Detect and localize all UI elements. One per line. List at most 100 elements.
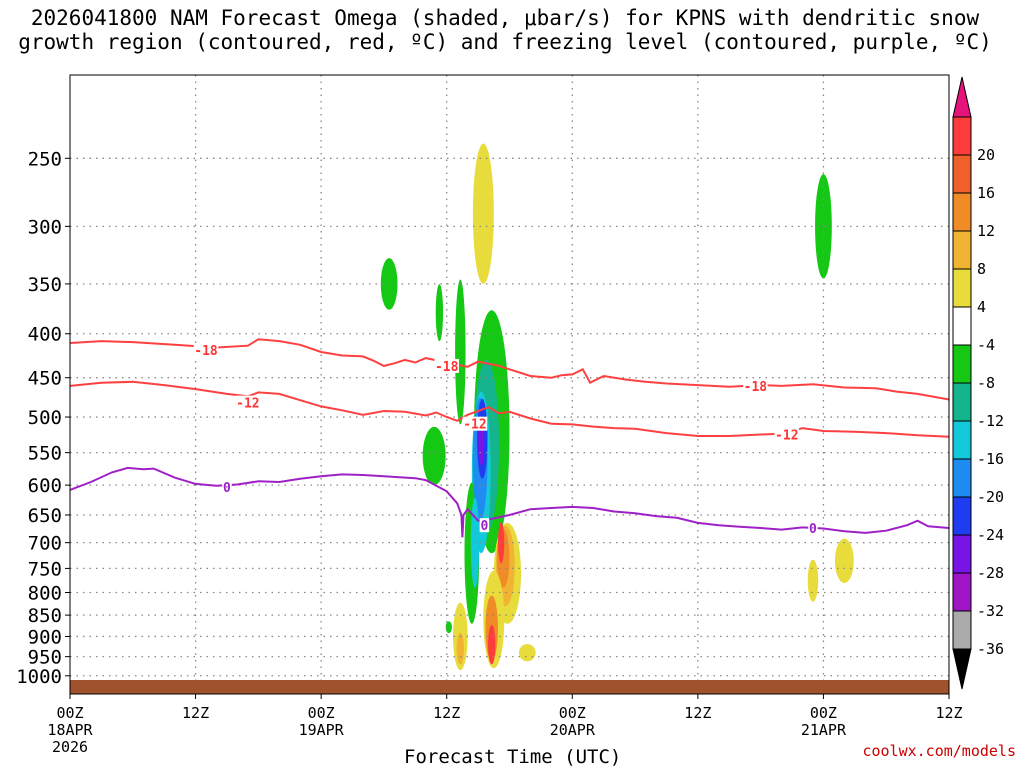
y-axis: 2503003504004505005506006507007508008509… [16, 148, 70, 688]
omega-cell-0 [472, 143, 494, 284]
x-tick-label-84-0: 12Z [935, 704, 962, 722]
contour-label-3: -12 [236, 397, 259, 412]
omega-cell-13 [470, 497, 480, 588]
colorbar-swatch-11 [952, 534, 972, 574]
x-tick-label-72-0: 00Z [810, 704, 837, 722]
colorbar-bottom-triangle [952, 648, 972, 690]
y-tick-label-500: 500 [28, 407, 62, 429]
y-tick-label-1000: 1000 [16, 666, 62, 688]
colorbar-label-7: -12 [977, 412, 1004, 430]
title-line-2: growth region (contoured, red, ºC) and f… [18, 30, 992, 54]
omega-cell-23 [456, 632, 464, 665]
omega-cell-26 [834, 538, 854, 584]
x-tick-label-0-1: 18APR [47, 721, 93, 739]
y-tick-label-450: 450 [28, 368, 62, 390]
y-tick-label-800: 800 [28, 582, 62, 604]
colorbar-label-11: -28 [977, 564, 1004, 582]
ground-strip [70, 680, 949, 694]
contour-line-2 [70, 466, 949, 538]
contour-label-bg-3 [235, 395, 261, 410]
colorbar-swatch-2 [952, 192, 972, 232]
contour-line-1 [70, 380, 949, 438]
y-tick-label-850: 850 [28, 605, 62, 627]
colorbar-label-6: -8 [977, 374, 995, 392]
omega-cell-1 [815, 174, 832, 279]
y-tick-label-900: 900 [28, 626, 62, 648]
x-axis-title: Forecast Time (UTC) [404, 746, 622, 768]
x-tick-label-48-0: 00Z [559, 704, 586, 722]
omega-cell-24 [518, 644, 536, 662]
omega-cell-4 [455, 279, 466, 425]
contour-label-bg-7 [479, 518, 490, 533]
contour-label-5: -12 [775, 429, 798, 444]
colorbar-swatch-7 [952, 382, 972, 422]
colorbar-swatch-0 [952, 116, 972, 156]
y-tick-label-250: 250 [28, 148, 62, 170]
colorbar-label-4: 4 [977, 298, 986, 316]
y-tick-label-650: 650 [28, 505, 62, 527]
contour-label-7: 0 [480, 519, 488, 534]
colorbar-label-1: 16 [977, 184, 995, 202]
colorbar-swatch-4 [952, 268, 972, 308]
colorbar-swatch-9 [952, 458, 972, 498]
omega-cell-25 [807, 559, 819, 602]
x-tick-label-48-1: 20APR [550, 721, 596, 739]
colorbar-swatch-10 [952, 496, 972, 536]
colorbar-swatch-8 [952, 420, 972, 460]
credit-link[interactable]: coolwx.com/models [862, 742, 1016, 760]
contour-label-8: 0 [809, 522, 817, 537]
x-tick-label-72-1: 21APR [801, 721, 847, 739]
contour-label-bg-2 [743, 378, 768, 393]
x-tick-label-24-1: 19APR [299, 721, 345, 739]
colorbar-label-5: -4 [977, 336, 995, 354]
title-line-1: 2026041800 NAM Forecast Omega (shaded, μ… [30, 6, 980, 30]
colorbar-label-13: -36 [977, 640, 1004, 658]
colorbar-label-10: -24 [977, 526, 1004, 544]
contour-label-4: -12 [463, 418, 486, 433]
colorbar-swatch-13 [952, 610, 972, 650]
omega-cell-21 [488, 624, 496, 665]
contour-label-1: -18 [435, 360, 459, 375]
y-tick-label-750: 750 [28, 558, 62, 580]
colorbar-swatch-12 [952, 572, 972, 612]
colorbar-swatch-1 [952, 154, 972, 194]
x-tick-label-60-0: 12Z [684, 704, 711, 722]
contour-label-bg-5 [774, 427, 800, 442]
contour-label-6: 0 [223, 481, 231, 496]
contour-label-bg-6 [222, 479, 232, 494]
omega-shading [380, 143, 854, 671]
plot-frame [69, 74, 950, 695]
y-tick-label-400: 400 [28, 324, 62, 346]
omega-cell-18 [497, 521, 505, 564]
omega-cell-5 [422, 426, 446, 486]
y-tick-label-600: 600 [28, 475, 62, 497]
contour-label-bg-4 [462, 416, 488, 431]
y-tick-label-700: 700 [28, 533, 62, 555]
colorbar-label-9: -20 [977, 488, 1004, 506]
contour-label-0: -18 [194, 344, 218, 359]
colorbar-swatch-3 [952, 230, 972, 270]
x-tick-label-0-2: 2026 [52, 738, 88, 756]
y-tick-label-350: 350 [28, 274, 62, 296]
omega-cell-3 [435, 284, 444, 342]
x-tick-label-36-0: 12Z [433, 704, 460, 722]
x-tick-label-0-0: 00Z [56, 704, 83, 722]
colorbar-swatch-6 [952, 344, 972, 384]
x-tick-label-12-0: 12Z [182, 704, 209, 722]
colorbar-label-3: 8 [977, 260, 986, 278]
y-tick-label-550: 550 [28, 443, 62, 465]
colorbar-label-8: -16 [977, 450, 1004, 468]
colorbar-label-2: 12 [977, 222, 995, 240]
contour-label-bg-8 [808, 520, 818, 535]
omega-cell-14 [445, 621, 452, 634]
contour-label-bg-1 [434, 358, 459, 373]
contour-label-2: -18 [744, 380, 768, 395]
colorbar-swatch-5 [952, 306, 972, 346]
colorbar-top-triangle [952, 76, 972, 118]
x-tick-label-24-0: 00Z [308, 704, 335, 722]
colorbar-label-0: 20 [977, 146, 995, 164]
colorbar-label-12: -32 [977, 602, 1004, 620]
y-tick-label-950: 950 [28, 647, 62, 669]
